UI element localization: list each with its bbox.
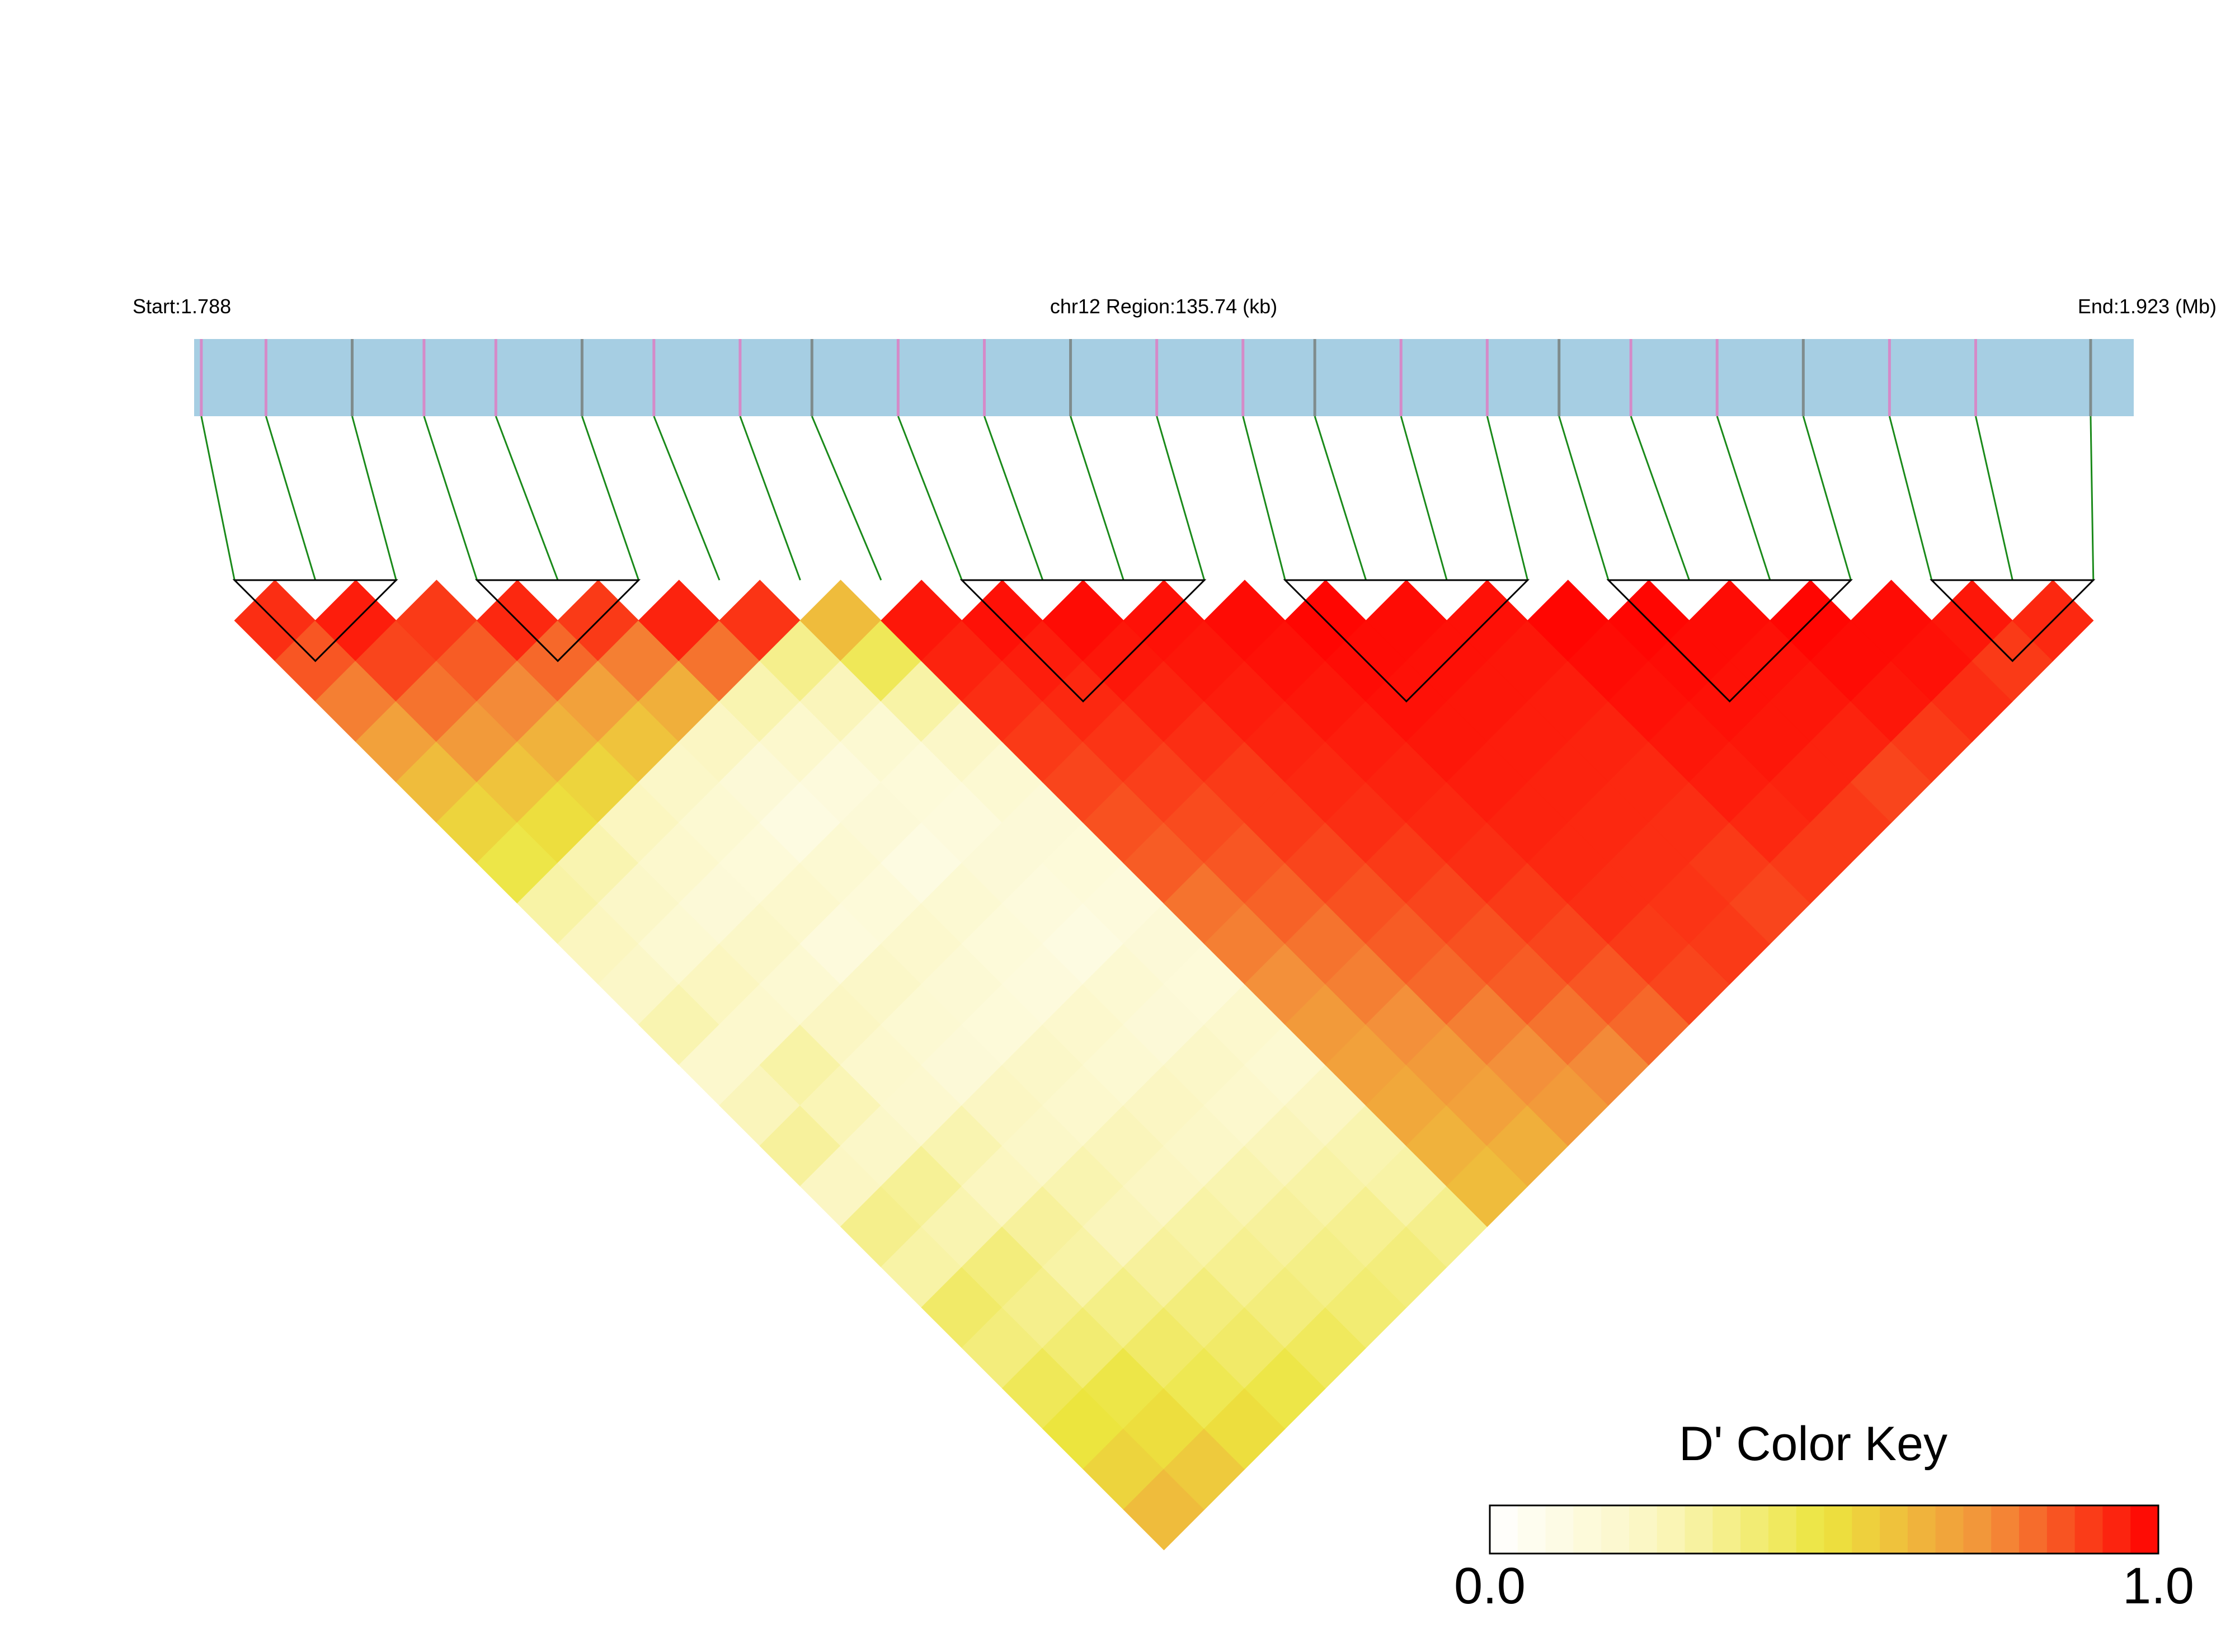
colorbar-frame bbox=[1489, 1504, 2159, 1555]
colorbar-step bbox=[1545, 1505, 1574, 1554]
colorbar-step bbox=[1907, 1505, 1936, 1554]
colorbar-step bbox=[2102, 1505, 2132, 1554]
snp-connector bbox=[1975, 416, 2013, 581]
snp-connector bbox=[653, 416, 721, 581]
ld-block bbox=[474, 579, 641, 662]
colorbar-step bbox=[2074, 1505, 2104, 1554]
ld-block bbox=[959, 579, 1207, 703]
ld-block bbox=[1606, 579, 1853, 703]
snp-connector bbox=[1400, 416, 1448, 581]
colorbar-step bbox=[1935, 1505, 1964, 1554]
end-label: End:1.923 (Mb) bbox=[2078, 295, 2217, 318]
colorbar-step bbox=[1880, 1505, 1908, 1554]
snp-connector bbox=[1070, 416, 1124, 581]
colorbar-step bbox=[1517, 1505, 1546, 1554]
snp-connector bbox=[1486, 416, 1529, 581]
colorbar-step bbox=[2046, 1505, 2076, 1554]
snp-connector bbox=[423, 416, 478, 581]
snp-connector bbox=[1630, 416, 1690, 581]
start-label: Start:1.788 bbox=[133, 295, 231, 318]
snp-connector bbox=[984, 416, 1044, 581]
colorbar-step bbox=[1685, 1505, 1714, 1554]
colorbar-tick-label: 1.0 bbox=[2123, 1557, 2194, 1615]
colorbar-step bbox=[1824, 1505, 1853, 1554]
colorbar-step bbox=[1490, 1505, 1518, 1554]
colorbar-step bbox=[1768, 1505, 1797, 1554]
colorbar-step bbox=[1991, 1505, 2020, 1554]
snp-connector bbox=[1156, 416, 1206, 581]
ld-block bbox=[1930, 579, 2096, 662]
snp-connector bbox=[1242, 416, 1286, 581]
snp-connector bbox=[1716, 416, 1771, 581]
snp-connector bbox=[897, 416, 963, 581]
snp-connector bbox=[351, 416, 397, 581]
snp-connector bbox=[200, 416, 236, 581]
colorbar-tick-label: 0.0 bbox=[1454, 1557, 1526, 1615]
colorbar-step bbox=[1963, 1505, 1992, 1554]
snp-connector bbox=[495, 416, 559, 581]
colorbar-step bbox=[1657, 1505, 1686, 1554]
colorbar-step bbox=[1712, 1505, 1742, 1554]
region-title: chr12 Region:135.74 (kb) bbox=[1050, 295, 1277, 318]
colorbar-step bbox=[2019, 1505, 2048, 1554]
colorbar-step bbox=[1573, 1505, 1602, 1554]
snp-connector bbox=[739, 416, 801, 581]
snp-connector bbox=[1802, 416, 1852, 581]
snp-connector bbox=[1888, 416, 1933, 581]
snp-track bbox=[194, 339, 2134, 416]
colorbar-step bbox=[1629, 1505, 1658, 1554]
snp-connector bbox=[1314, 416, 1367, 581]
snp-connector bbox=[1558, 416, 1610, 581]
ld-block bbox=[1283, 579, 1530, 703]
snp-connector bbox=[265, 416, 317, 581]
colorbar-step bbox=[1796, 1505, 1825, 1554]
colorbar-step bbox=[1601, 1505, 1630, 1554]
colorbar-step bbox=[2130, 1505, 2159, 1554]
ld-block bbox=[232, 579, 398, 662]
snp-connector bbox=[581, 416, 639, 581]
colorbar-step bbox=[1740, 1505, 1769, 1554]
snp-connector bbox=[811, 416, 882, 581]
colorbar-title: D' Color Key bbox=[1679, 1417, 1947, 1471]
colorbar-step bbox=[1852, 1505, 1881, 1554]
snp-connector bbox=[2090, 416, 2095, 581]
